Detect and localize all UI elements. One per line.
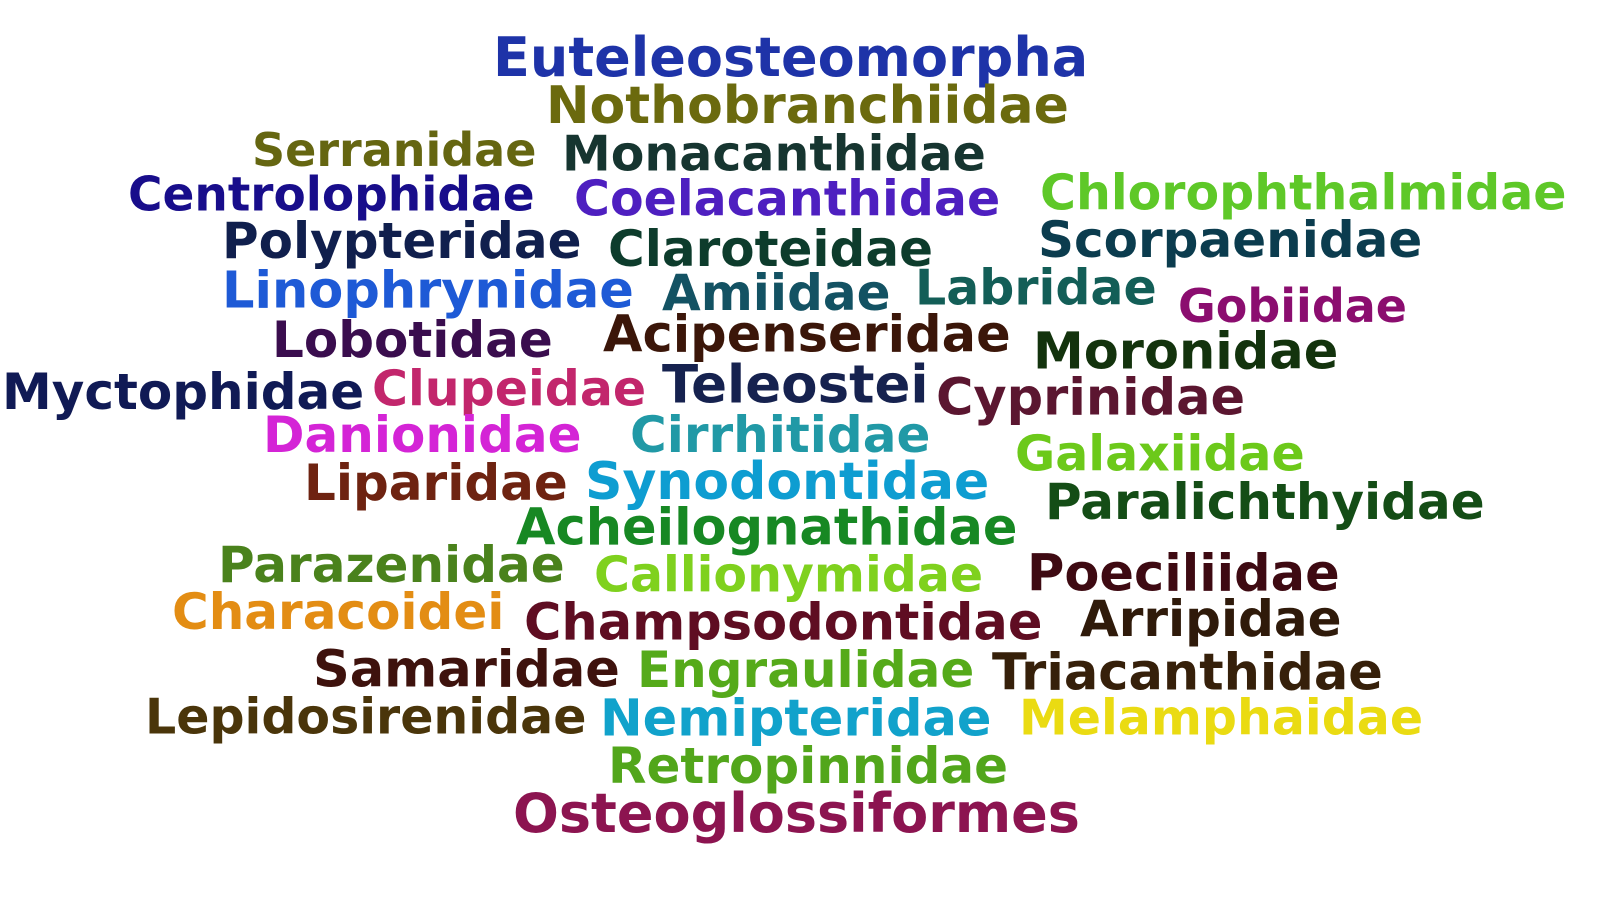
word: Paralichthyidae [1045, 473, 1485, 531]
word: Danionidae [263, 406, 582, 464]
word: Scorpaenidae [1038, 211, 1423, 269]
word: Callionymidae [594, 546, 984, 604]
word: Cirrhitidae [630, 406, 931, 464]
word: Engraulidae [637, 641, 975, 699]
word: Clupeidae [372, 360, 647, 418]
word: Melamphaidae [1019, 689, 1424, 747]
word: Parazenidae [218, 536, 565, 594]
word: Coelacanthidae [574, 170, 1001, 228]
word: Euteleosteomorpha [493, 26, 1089, 89]
word: Amiidae [662, 264, 891, 322]
word: Teleostei [662, 354, 929, 416]
word: Moronidae [1033, 322, 1339, 382]
word: Galaxiidae [1015, 425, 1305, 483]
word: Claroteidae [608, 220, 933, 278]
word: Liparidae [304, 454, 568, 512]
word: Osteoglossiformes [513, 782, 1080, 845]
word: Centrolophidae [128, 167, 535, 223]
word: Characoidei [172, 583, 505, 641]
word: Monacanthidae [562, 125, 986, 183]
word: Samaridae [313, 640, 620, 700]
word: Champsodontidae [524, 593, 1043, 653]
word: Gobiidae [1178, 279, 1407, 333]
word: Lepidosirenidae [145, 688, 587, 746]
word: Retropinnidae [608, 737, 1009, 795]
word: Triacanthidae [992, 643, 1383, 703]
word: Nothobranchiidae [546, 76, 1069, 136]
word: Synodontidae [585, 452, 990, 512]
word: Poeciliidae [1027, 544, 1340, 604]
word: Cyprinidae [936, 368, 1246, 428]
word: Lobotidae [272, 311, 553, 369]
word: Acheilognathidae [516, 498, 1018, 558]
word: Nemipteridae [600, 689, 992, 749]
word: Linophrynidae [222, 261, 634, 321]
word: Serranidae [252, 123, 537, 177]
word: Arripidae [1080, 590, 1342, 648]
word: Chlorophthalmidae [1040, 164, 1567, 222]
word: Acipenseridae [603, 305, 1011, 365]
word: Polypteridae [222, 212, 582, 270]
word: Myctophidae [2, 363, 365, 421]
word: Labridae [915, 259, 1157, 317]
